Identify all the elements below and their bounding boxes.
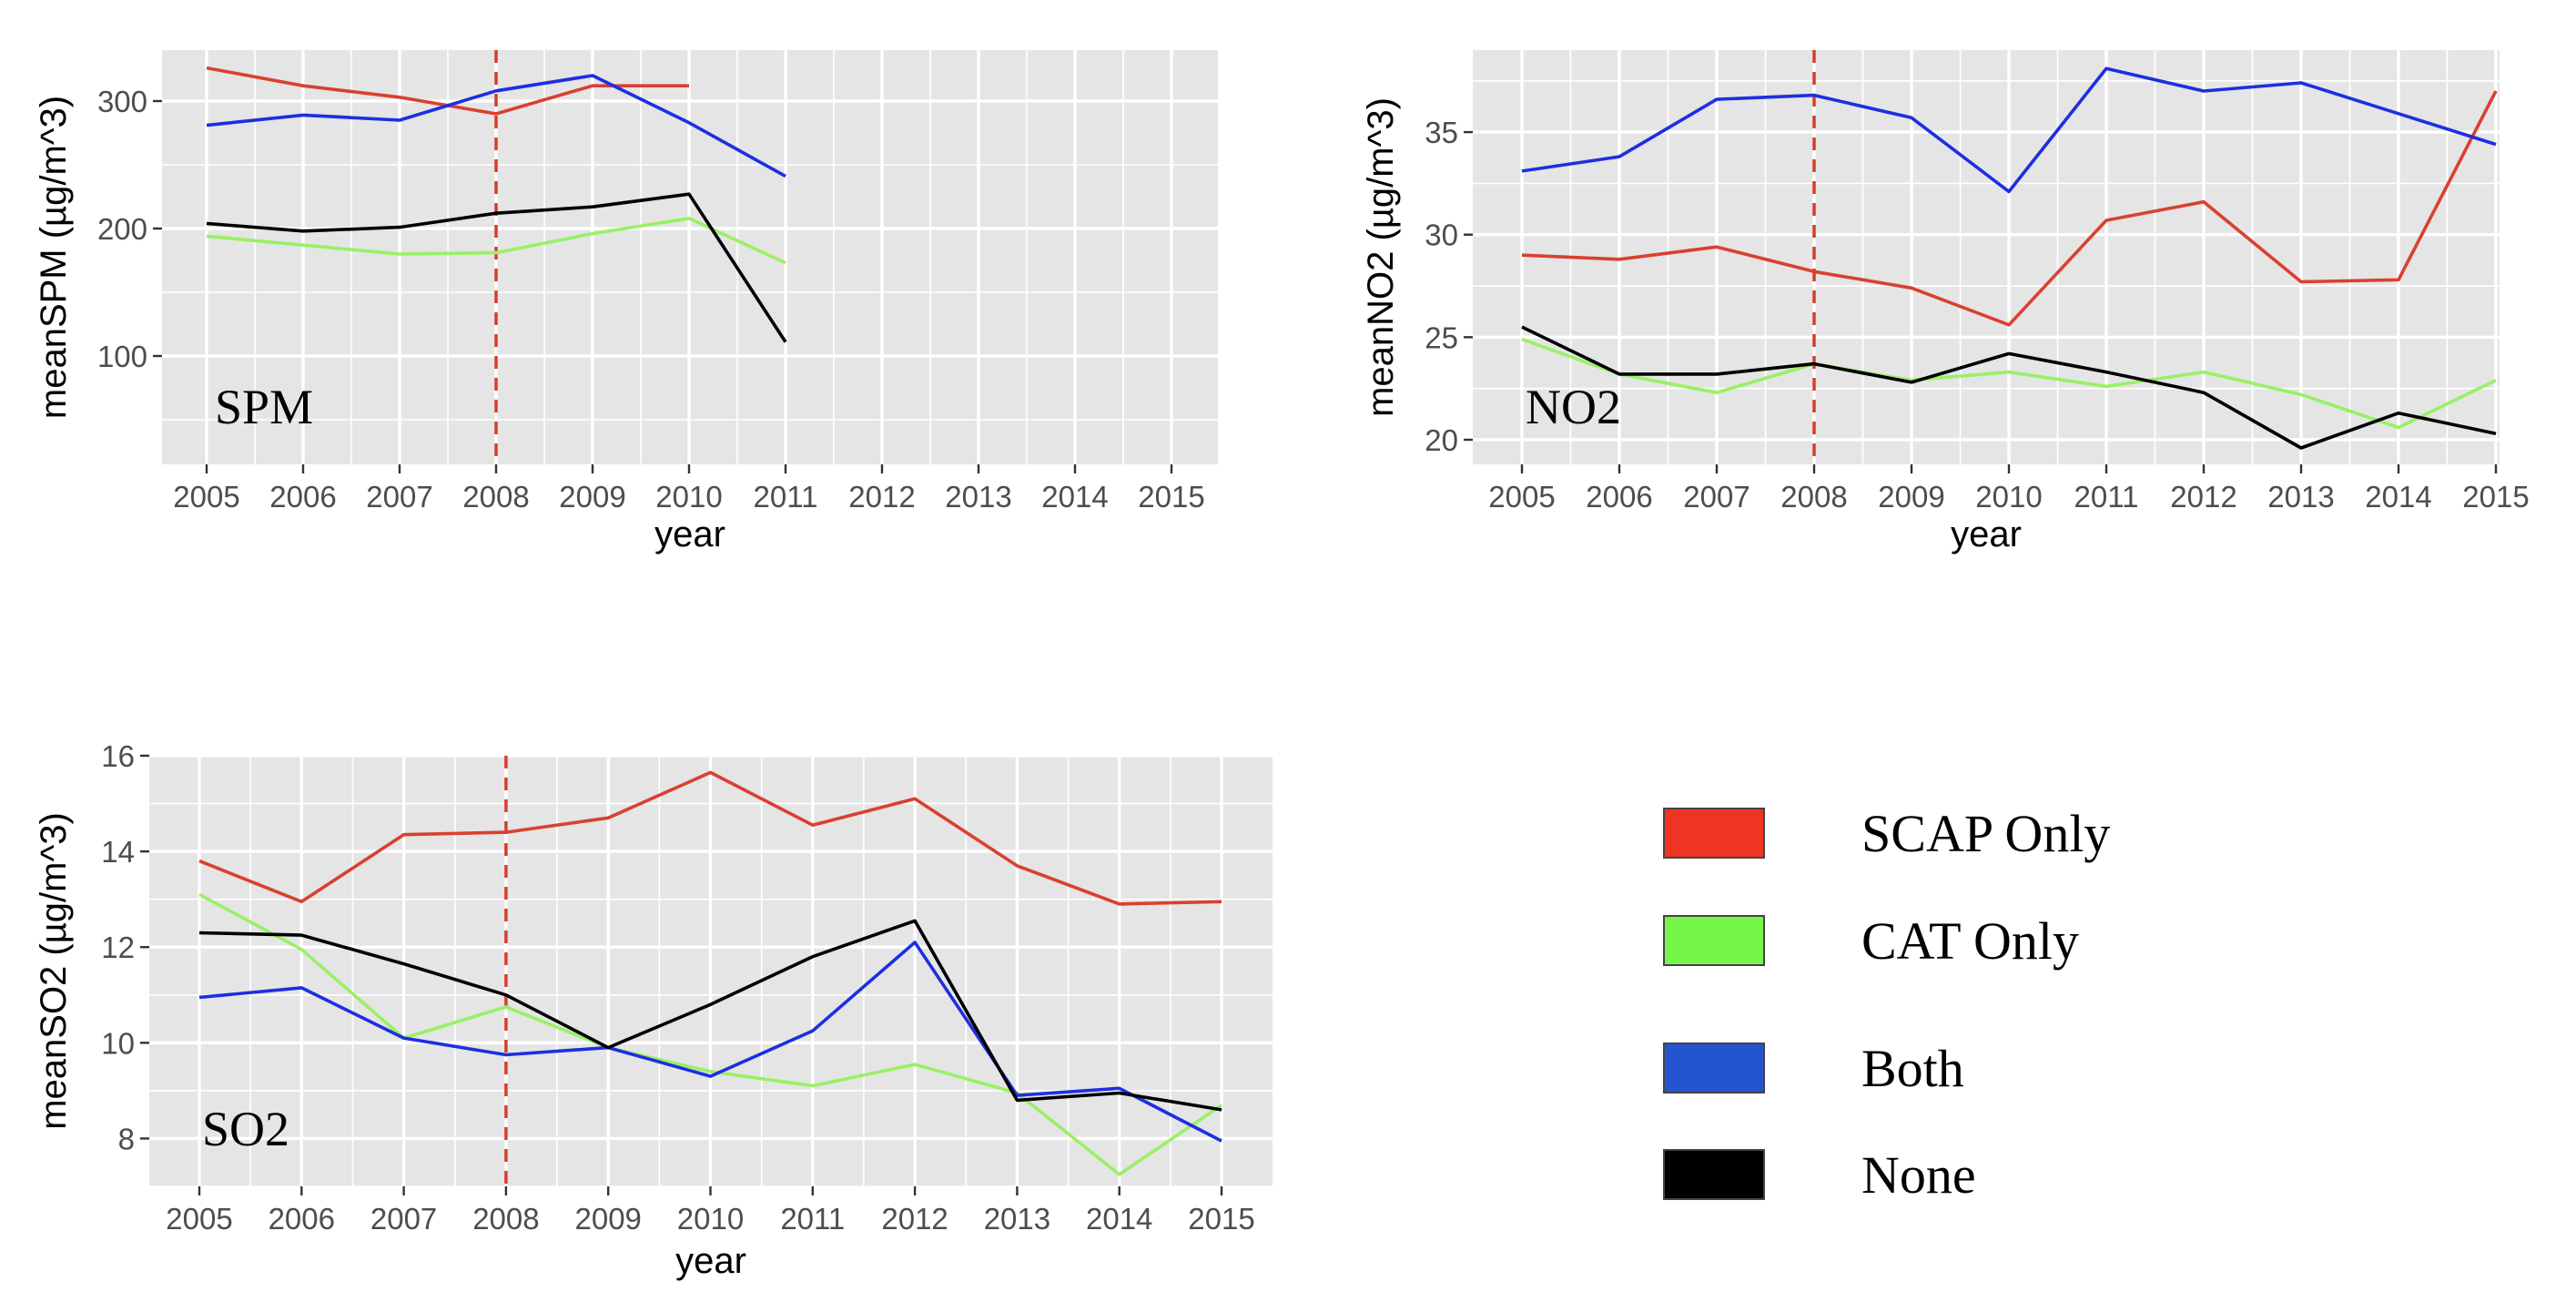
x-tick-label: 2012 — [881, 1202, 948, 1236]
x-tick-label: 2010 — [1975, 480, 2042, 514]
x-tick-label: 2008 — [472, 1202, 539, 1236]
x-tick-label: 2013 — [2267, 480, 2334, 514]
y-tick-label: 12 — [101, 931, 135, 964]
x-tick-label: 2010 — [655, 480, 722, 514]
x-tick-label: 2006 — [269, 480, 336, 514]
x-tick-label: 2011 — [780, 1202, 845, 1236]
y-tick-label: 10 — [101, 1026, 135, 1060]
y-tick-label: 30 — [1425, 219, 1458, 252]
series-line-cat — [1521, 337, 2497, 430]
y-tick-label: 16 — [101, 739, 135, 773]
y-tick-label: 20 — [1425, 423, 1458, 457]
series-line-cat — [198, 892, 1223, 1176]
x-tick-label: 2008 — [1780, 480, 1847, 514]
legend: SCAP Only CAT Only Both None — [1663, 804, 2110, 1205]
y-tick-label: 200 — [97, 212, 147, 246]
x-tick-label: 2005 — [1488, 480, 1555, 514]
x-tick-label: 2006 — [1586, 480, 1652, 514]
x-tick-label: 2014 — [1086, 1202, 1152, 1236]
legend-swatch-both — [1663, 1043, 1765, 1093]
series-line-cat — [206, 217, 786, 265]
series-line-both — [198, 941, 1222, 1143]
y-axis-title: meanNO2 (µg/m^3) — [1361, 97, 1401, 417]
panel-label: SO2 — [202, 1102, 289, 1156]
x-tick-label: 2007 — [366, 480, 432, 514]
y-tick-label: 300 — [97, 85, 147, 118]
legend-swatch-none — [1663, 1149, 1765, 1200]
y-tick-label: 35 — [1425, 116, 1458, 149]
so2-panel: 8 10 12 14 16 2005 2006 2007 2008 2009 2010 2011 201… — [34, 739, 1273, 1281]
legend-label-both: Both — [1861, 1039, 1964, 1098]
x-tick-label: 2014 — [2365, 480, 2431, 514]
x-axis-title: year — [675, 1241, 746, 1281]
no2-panel: 20 25 30 35 2005 2006 2007 2008 2009 2010 2011 2012… — [1361, 50, 2530, 554]
x-tick-label: 2012 — [2170, 480, 2236, 514]
legend-swatch-scap — [1663, 808, 1765, 859]
x-tick-label: 2007 — [370, 1202, 437, 1236]
x-tick-label: 2012 — [848, 480, 915, 514]
x-tick-label: 2008 — [462, 480, 529, 514]
legend-swatch-cat — [1663, 915, 1765, 966]
x-tick-label: 2013 — [984, 1202, 1050, 1236]
series-line-none — [198, 919, 1222, 1112]
x-axis-title: year — [1951, 514, 2022, 554]
x-tick-label: 2015 — [1188, 1202, 1254, 1236]
x-tick-label: 2006 — [269, 1202, 335, 1236]
y-tick-label: 14 — [101, 835, 135, 869]
x-tick-label: 2014 — [1041, 480, 1108, 514]
x-tick-label: 2009 — [559, 480, 625, 514]
x-tick-label: 2009 — [574, 1202, 641, 1236]
legend-label-scap: SCAP Only — [1861, 804, 2110, 863]
legend-label-none: None — [1861, 1145, 1976, 1205]
x-tick-label: 2009 — [1878, 480, 1944, 514]
x-tick-label: 2007 — [1683, 480, 1749, 514]
series-line-none — [206, 192, 787, 343]
legend-label-cat: CAT Only — [1861, 911, 2079, 971]
series-line-both — [206, 74, 786, 178]
y-axis-title: meanSPM (µg/m^3) — [34, 96, 74, 419]
x-tick-label: 2011 — [754, 480, 818, 514]
series-line-scap — [198, 770, 1222, 906]
x-tick-label: 2005 — [173, 480, 239, 514]
series-line-none — [1521, 325, 2497, 450]
spm-panel: 100 200 300 2005 2006 2007 2008 2009 2010 2011 201… — [34, 50, 1218, 554]
series-line-both — [1521, 66, 2497, 194]
x-tick-label: 2013 — [945, 480, 1011, 514]
panel-label: NO2 — [1526, 380, 1621, 434]
y-tick-label: 8 — [118, 1122, 135, 1155]
series-line-scap — [1521, 90, 2498, 327]
x-axis-title: year — [654, 514, 725, 554]
panel-label: SPM — [215, 380, 313, 434]
y-tick-label: 100 — [97, 340, 147, 373]
x-tick-label: 2005 — [166, 1202, 232, 1236]
y-axis-title: meanSO2 (µg/m^3) — [34, 812, 74, 1130]
y-tick-label: 25 — [1425, 320, 1458, 354]
x-tick-label: 2015 — [1138, 480, 1204, 514]
x-tick-label: 2011 — [2074, 480, 2139, 514]
x-tick-label: 2010 — [677, 1202, 744, 1236]
x-tick-label: 2015 — [2462, 480, 2529, 514]
